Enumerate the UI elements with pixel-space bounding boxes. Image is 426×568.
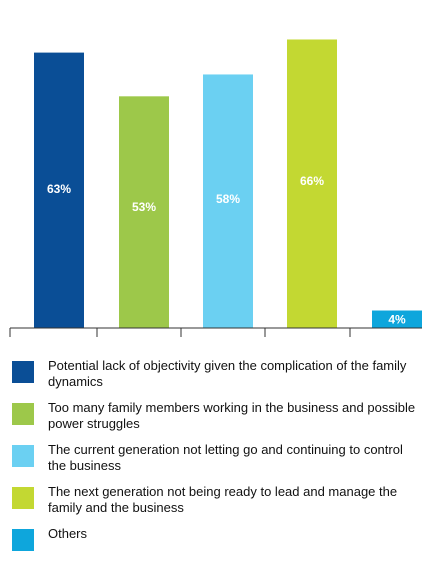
legend: Potential lack of objectivity given the … [12,358,417,552]
legend-label-5: Others [48,526,88,541]
legend-item-2: Too many family members working in the b… [12,400,417,432]
bar-3 [203,74,253,328]
data-label-2: 53% [132,200,156,214]
legend-swatch-3 [12,445,34,467]
legend-item-1: Potential lack of objectivity given the … [12,358,417,390]
legend-item-3: The current generation not letting go an… [12,442,417,474]
legend-label-1: Potential lack of objectivity given the … [48,358,407,389]
legend-item-5: Others [12,526,417,551]
legend-label-3: The current generation not letting go an… [48,442,403,473]
data-label-3: 58% [216,192,240,206]
legend-swatch-4 [12,487,34,509]
bar-4 [287,39,337,328]
bar-2 [119,96,169,328]
legend-swatch-2 [12,403,34,425]
data-label-5: 4% [388,312,406,326]
legend-swatch-1 [12,361,34,383]
data-label-4: 66% [300,174,324,188]
bar-5 [372,310,422,328]
legend-label-2: Too many family members working in the b… [48,400,416,431]
legend-swatch-5 [12,529,34,551]
legend-item-4: The next generation not being ready to l… [12,484,417,516]
bar-chart: 63% 53% 58% 66% 4% [9,39,422,337]
data-label-1: 63% [47,182,71,196]
bar-1 [34,52,84,328]
legend-label-4: The next generation not being ready to l… [48,484,398,515]
